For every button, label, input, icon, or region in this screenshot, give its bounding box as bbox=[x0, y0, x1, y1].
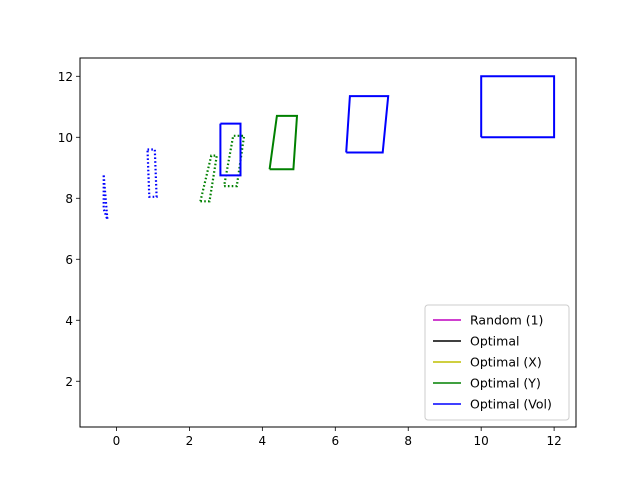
legend-label: Optimal bbox=[470, 334, 519, 349]
x-tick-label: 12 bbox=[546, 434, 561, 448]
x-tick-label: 0 bbox=[113, 434, 121, 448]
series-line-0-0 bbox=[199, 154, 219, 203]
y-tick-label: 12 bbox=[58, 70, 73, 84]
legend-label: Optimal (X) bbox=[470, 355, 542, 370]
x-tick-label: 6 bbox=[331, 434, 339, 448]
y-tick-label: 2 bbox=[65, 375, 73, 389]
y-tick-label: 10 bbox=[58, 131, 73, 145]
legend-label: Optimal (Y) bbox=[470, 376, 541, 391]
series-line-2-0 bbox=[102, 175, 109, 220]
legend-label: Random (1) bbox=[470, 313, 543, 328]
x-tick-label: 8 bbox=[404, 434, 412, 448]
legend: Random (1) Optimal Optimal (X) Optimal (Y) O… bbox=[424, 304, 570, 421]
y-tick-label: 4 bbox=[65, 314, 73, 328]
plot-area bbox=[102, 75, 556, 220]
x-axis: 0 2 4 6 8 10 12 bbox=[113, 427, 562, 448]
x-tick-label: 4 bbox=[259, 434, 267, 448]
series-line-3-1 bbox=[345, 95, 390, 154]
legend-label: Optimal (Vol) bbox=[470, 397, 552, 412]
series-line-0-1 bbox=[223, 134, 246, 188]
series-line-2-1 bbox=[146, 148, 158, 198]
x-tick-label: 2 bbox=[186, 434, 194, 448]
series-line-3-0 bbox=[219, 122, 242, 177]
y-tick-label: 6 bbox=[65, 253, 73, 267]
series-line-1-0 bbox=[268, 114, 299, 171]
legend-box bbox=[424, 304, 570, 421]
y-axis: 2 4 6 8 10 12 bbox=[58, 70, 80, 389]
x-tick-label: 10 bbox=[474, 434, 489, 448]
axes-frame bbox=[79, 57, 577, 428]
y-tick-label: 8 bbox=[65, 192, 73, 206]
series-line-3-2 bbox=[480, 75, 556, 139]
